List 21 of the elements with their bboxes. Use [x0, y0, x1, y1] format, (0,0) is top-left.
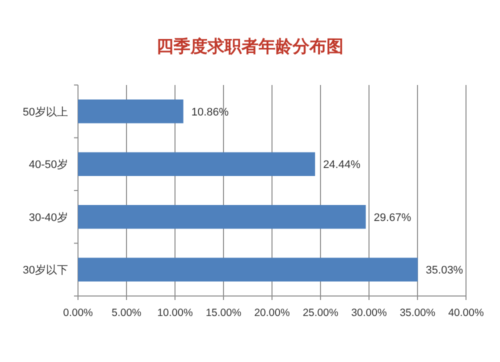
data-label: 35.03% [426, 264, 464, 277]
data-label: 24.44% [323, 159, 361, 172]
x-tick-label: 30.00% [351, 307, 387, 319]
y-tick-label: 50岁以上 [22, 105, 68, 118]
x-tick-label: 10.00% [157, 307, 193, 319]
bar [78, 152, 316, 176]
x-tick-label: 20.00% [254, 307, 290, 319]
x-tick-label: 25.00% [302, 307, 338, 319]
y-tick-label: 40-50岁 [28, 159, 68, 172]
bar [78, 258, 418, 282]
x-tick-label: 15.00% [206, 307, 242, 319]
chart-title: 四季度求职者年龄分布图 [156, 37, 344, 56]
data-label: 29.67% [374, 212, 412, 224]
y-tick-label: 30-40岁 [28, 212, 68, 224]
x-tick-label: 35.00% [400, 307, 436, 319]
x-tick-label: 40.00% [448, 307, 484, 319]
bar [78, 100, 184, 124]
bar [78, 205, 366, 229]
y-tick-label: 30岁以下 [22, 264, 68, 277]
x-tick-label: 0.00% [63, 307, 93, 319]
x-tick-label: 5.00% [112, 307, 142, 319]
